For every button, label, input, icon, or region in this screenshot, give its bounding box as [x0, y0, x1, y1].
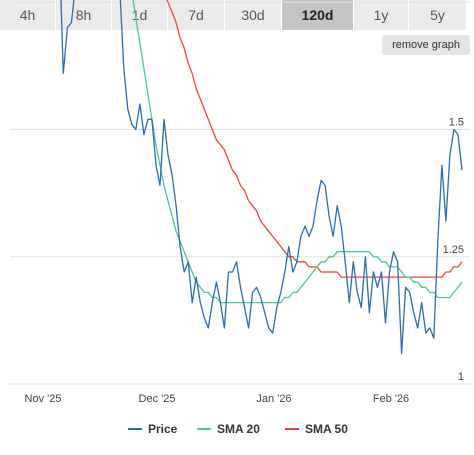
y-axis-labels: 11.251.51.752 [443, 0, 464, 383]
series-line-price [60, 0, 463, 355]
chart-legend: Price SMA 20 SMA 50 [128, 422, 348, 436]
remove-graph-button[interactable]: remove graph [382, 35, 470, 55]
tab-7d[interactable]: 7d [168, 0, 225, 30]
x-axis-labels: Nov '25 Dec '25 Jan '26 Feb '26 [25, 393, 410, 405]
legend-item-sma-50[interactable]: SMA 50 [285, 422, 348, 436]
y-tick-label: 1 [458, 371, 464, 383]
chart-lines [60, 0, 463, 355]
y-tick-label: 1.75 [443, 0, 464, 1]
tab-5y[interactable]: 5y [409, 0, 467, 30]
x-tick-label: Jan '26 [256, 393, 291, 405]
timeframe-tabs: 4h 8h 1d 7d 30d 120d 1y 5y [0, 0, 474, 30]
legend-item-sma-20[interactable]: SMA 20 [197, 422, 260, 436]
x-tick-label: Nov '25 [25, 393, 62, 405]
legend-label: Price [148, 422, 178, 436]
tab-1y[interactable]: 1y [354, 0, 409, 30]
series-line-sma-20 [132, 0, 463, 304]
series-line-sma-50 [166, 0, 463, 278]
tab-1d[interactable]: 1d [112, 0, 168, 30]
legend-label: SMA 50 [305, 422, 348, 436]
y-tick-label: 1.5 [449, 117, 464, 129]
x-tick-label: Feb '26 [373, 393, 409, 405]
tab-4h[interactable]: 4h [0, 0, 56, 30]
chart-grid [10, 1, 470, 385]
legend-item-price[interactable]: Price [128, 422, 178, 436]
tab-30d[interactable]: 30d [225, 0, 282, 30]
legend-label: SMA 20 [217, 422, 260, 436]
tab-8h[interactable]: 8h [56, 0, 112, 30]
tab-120d[interactable]: 120d [282, 0, 354, 30]
y-tick-label: 1.25 [443, 244, 464, 256]
x-tick-label: Dec '25 [139, 393, 176, 405]
